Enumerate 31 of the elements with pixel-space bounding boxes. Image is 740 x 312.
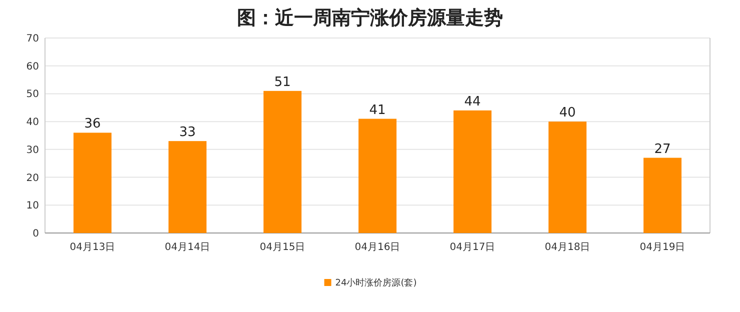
bar — [168, 141, 206, 233]
y-tick-label: 70 — [26, 34, 39, 44]
y-tick-label: 10 — [26, 200, 39, 212]
x-tick-label: 04月13日 — [70, 242, 116, 253]
data-label: 44 — [464, 94, 481, 110]
legend-label: 24小时涨价房源(套) — [335, 278, 417, 288]
x-tick-label: 04月17日 — [450, 242, 496, 253]
y-tick-label: 20 — [26, 172, 39, 184]
data-label: 40 — [559, 106, 576, 121]
x-tick-label: 04月14日 — [164, 242, 210, 253]
y-tick-label: 50 — [26, 89, 39, 100]
y-tick-label: 40 — [26, 117, 39, 128]
data-label: 33 — [179, 125, 196, 140]
data-label: 41 — [369, 102, 386, 118]
bar — [454, 110, 492, 233]
x-tick-label: 04月16日 — [354, 242, 400, 253]
bar — [264, 90, 302, 233]
x-tick-label: 04月18日 — [544, 242, 590, 253]
bar — [358, 118, 396, 233]
y-tick-label: 60 — [26, 61, 39, 72]
chart-title: 图：近一周南宁涨价房源量走势 — [237, 7, 503, 29]
bar — [644, 158, 682, 233]
data-label: 36 — [84, 116, 101, 132]
x-tick-label: 04月19日 — [640, 242, 686, 253]
data-label: 27 — [654, 142, 671, 157]
bar — [548, 122, 586, 233]
bar — [74, 132, 112, 233]
x-tick-label: 04月15日 — [260, 242, 306, 253]
y-tick-label: 30 — [26, 144, 39, 156]
y-tick-label: 0 — [32, 228, 39, 240]
data-label: 51 — [274, 74, 291, 90]
